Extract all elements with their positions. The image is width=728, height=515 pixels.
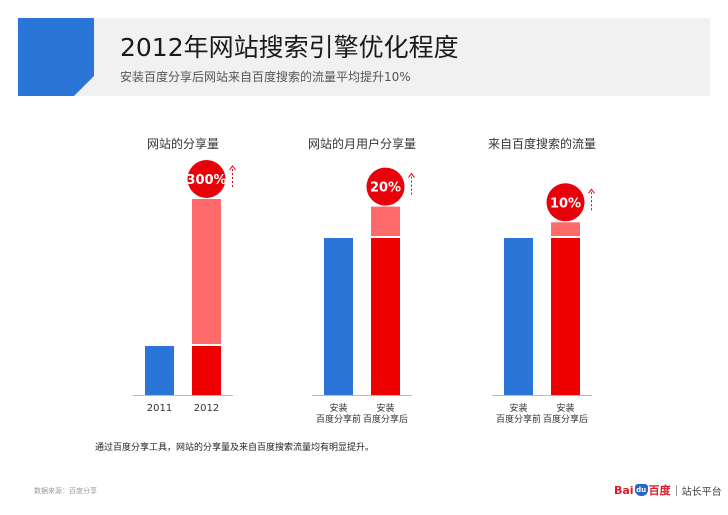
chart-title: 网站的分享量 bbox=[147, 136, 219, 151]
chart-title: 网站的月用户分享量 bbox=[308, 136, 416, 151]
bar-before bbox=[145, 346, 174, 395]
bar-after-base bbox=[192, 346, 221, 395]
increase-label: 10% bbox=[550, 196, 581, 211]
up-arrow-head-icon bbox=[229, 165, 236, 171]
header-band bbox=[18, 18, 710, 96]
bar-after-base bbox=[551, 238, 580, 395]
page-subtitle: 安装百度分享后网站来自百度搜索的流量平均提升10% bbox=[120, 70, 411, 84]
category-label: 安装 bbox=[376, 402, 394, 414]
increase-label: 300% bbox=[186, 173, 226, 188]
footnote: 通过百度分享工具，网站的分享量及来自百度搜索流量均有明显提升。 bbox=[95, 443, 375, 453]
bar-after-base bbox=[371, 238, 400, 395]
category-label: 2011 bbox=[147, 403, 172, 414]
baidu-zhanzhang-logo: Bai du 百度 站长平台 bbox=[614, 483, 722, 498]
bar-after-increase bbox=[192, 199, 221, 344]
increase-badge bbox=[546, 183, 585, 222]
chart-title: 来自百度搜索的流量 bbox=[488, 136, 596, 151]
bar-before bbox=[324, 238, 353, 395]
category-label: 百度分享后 bbox=[363, 413, 408, 425]
baidu-paw-icon: du bbox=[634, 484, 648, 496]
bar-before bbox=[504, 238, 533, 395]
category-label: 百度分享后 bbox=[543, 413, 588, 425]
logo-bai: Bai bbox=[614, 483, 634, 497]
increase-badge bbox=[187, 160, 226, 198]
data-source: 数据来源：百度分享 bbox=[34, 487, 97, 495]
header-accent-tab bbox=[18, 18, 94, 96]
increase-badge bbox=[366, 167, 405, 206]
category-label: 安装 bbox=[509, 402, 527, 414]
category-label: 2012 bbox=[194, 403, 219, 414]
category-label: 安装 bbox=[329, 402, 347, 414]
bar-after-increase bbox=[371, 206, 400, 236]
page-title: 2012年网站搜索引擎优化程度 bbox=[120, 33, 459, 62]
logo-separator bbox=[675, 484, 677, 496]
category-label: 百度分享前 bbox=[316, 413, 361, 425]
category-label: 百度分享前 bbox=[496, 413, 541, 425]
increase-label: 20% bbox=[370, 181, 401, 196]
category-label: 安装 bbox=[556, 402, 574, 414]
up-arrow-head-icon bbox=[588, 188, 595, 194]
bar-after-increase bbox=[551, 222, 580, 236]
logo-baidu-cn: 百度 bbox=[648, 484, 671, 497]
logo-subtitle: 站长平台 bbox=[681, 486, 722, 498]
up-arrow-head-icon bbox=[408, 172, 415, 178]
